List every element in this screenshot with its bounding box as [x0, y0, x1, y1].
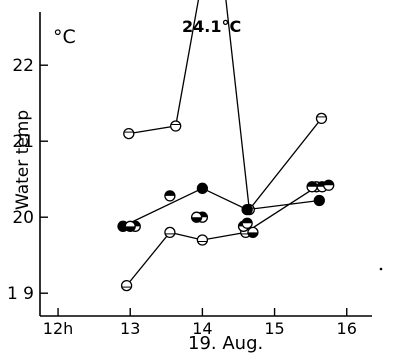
- axes: 1 9 20 21 22 12h 13 14 15 16: [7, 12, 372, 338]
- point-circle: [123, 127, 135, 140]
- series-line-0: [128, 0, 323, 212]
- y-tick-label: 20: [12, 208, 34, 228]
- x-tick-label: 13: [120, 319, 140, 338]
- marker-layer: [117, 112, 383, 292]
- x-tick-label: 15: [264, 319, 284, 338]
- data-point: [313, 194, 325, 207]
- data-point: [241, 203, 253, 216]
- data-point: [123, 127, 135, 140]
- point-circle: [241, 203, 253, 216]
- point-circle: [196, 234, 209, 246]
- data-point: [164, 226, 176, 239]
- x-tick-label: 16: [337, 319, 357, 338]
- point-fill: [242, 218, 253, 224]
- data-point: [164, 190, 176, 202]
- speck: [379, 267, 383, 271]
- y-tick-label: 22: [12, 56, 34, 76]
- data-point: [315, 112, 328, 125]
- data-point: [196, 234, 209, 246]
- point-circle: [196, 182, 209, 194]
- point-fill: [247, 232, 258, 238]
- data-point: [196, 182, 209, 194]
- point-fill: [125, 226, 136, 232]
- point-fill: [307, 181, 318, 187]
- point-circle: [170, 120, 182, 132]
- x-axis-label: 19. Aug.: [188, 333, 263, 354]
- data-point: [170, 120, 182, 132]
- y-tick-label: 21: [12, 132, 34, 152]
- point-fill: [323, 180, 334, 186]
- point-circle: [313, 194, 325, 207]
- data-point: [120, 279, 133, 292]
- point-circle: [164, 226, 176, 239]
- series-line-1: [122, 187, 320, 227]
- point-fill: [164, 190, 175, 196]
- point-fill: [191, 217, 202, 223]
- data-point: [306, 181, 318, 193]
- data-point: [241, 217, 253, 229]
- x-tick-label: 12h: [43, 319, 74, 338]
- data-point: [323, 179, 335, 191]
- unit-label: °C: [53, 26, 76, 48]
- y-tick-label: 1 9: [7, 284, 34, 304]
- series-line-2: [126, 186, 317, 287]
- point-circle: [315, 112, 328, 125]
- x-tick-label: 14: [192, 319, 212, 338]
- point-circle: [120, 279, 133, 292]
- data-point: [124, 220, 136, 232]
- data-point: [190, 211, 203, 223]
- annotation-label: 24.1°C: [182, 17, 241, 36]
- series-layer: [122, 0, 323, 287]
- y-axis-label: Water temp: [13, 110, 33, 210]
- data-point: [247, 226, 259, 239]
